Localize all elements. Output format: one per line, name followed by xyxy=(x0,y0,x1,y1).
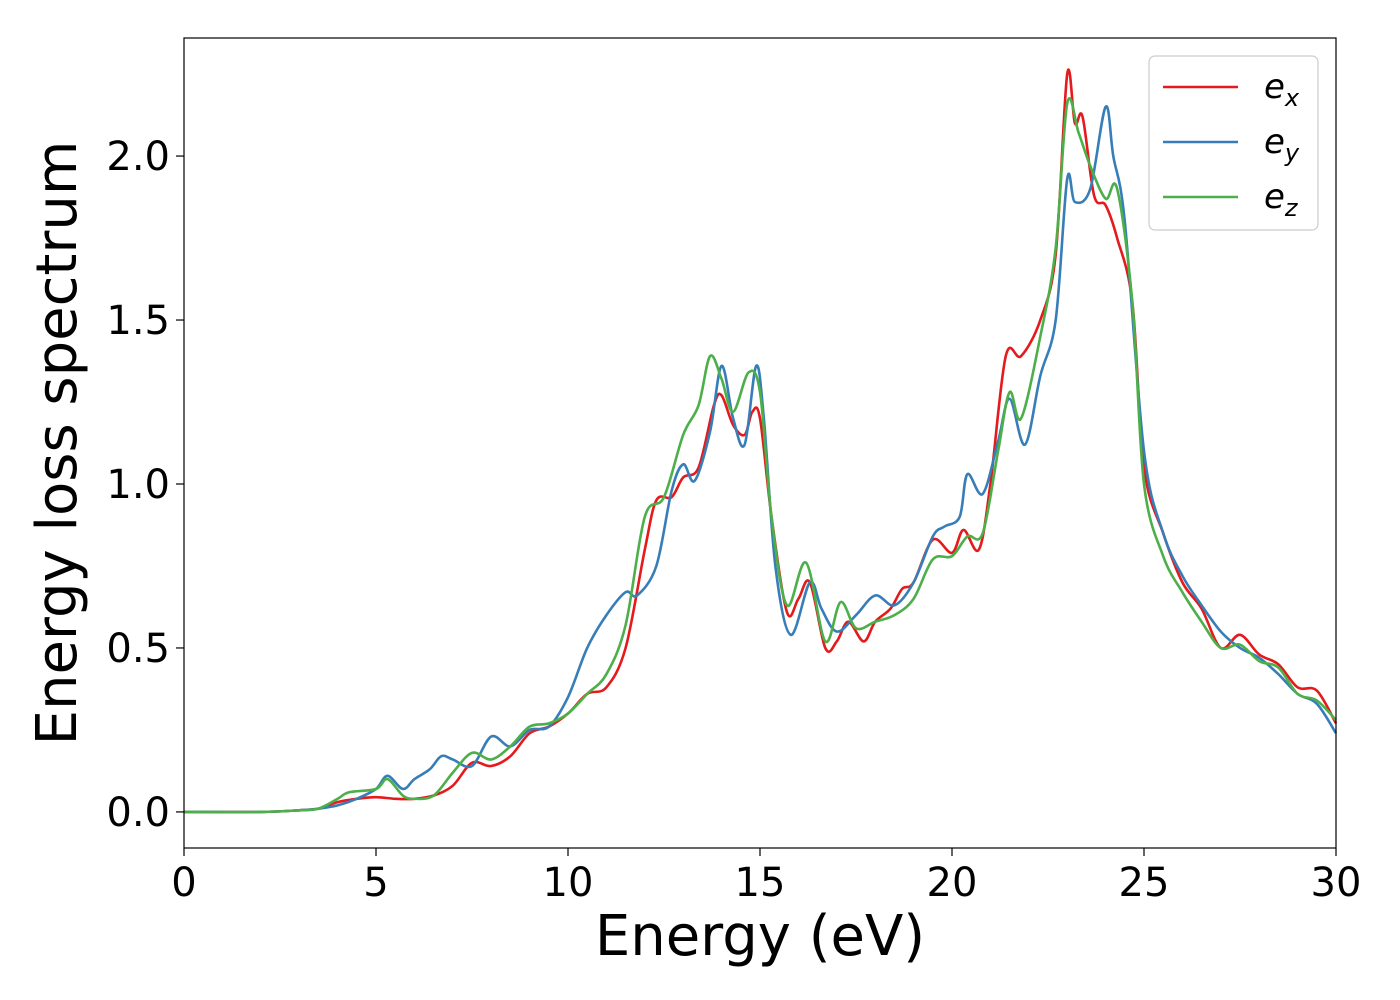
series-group xyxy=(183,68,1338,814)
y-tick-label: 2.0 xyxy=(106,134,170,180)
x-tick-label: 10 xyxy=(543,860,594,906)
x-axis-title: Energy (eV) xyxy=(595,904,925,969)
legend-label: ex xyxy=(1264,67,1300,112)
x-tick-label: 5 xyxy=(363,860,388,906)
legend-label: ey xyxy=(1264,122,1300,167)
legend: ex ey ez xyxy=(1148,55,1319,231)
y-tick-label: 1.5 xyxy=(106,298,170,344)
y-tick-label: 0.0 xyxy=(106,790,170,836)
x-axis: 0 5 10 15 20 25 30 xyxy=(171,848,1361,906)
legend-label: ez xyxy=(1264,177,1299,222)
x-tick-label: 25 xyxy=(1119,860,1170,906)
x-tick-label: 30 xyxy=(1311,860,1362,906)
x-tick-label: 15 xyxy=(735,860,786,906)
y-axis: 0.0 0.5 1.0 1.5 2.0 xyxy=(106,134,184,836)
y-axis-title: Energy loss spectrum xyxy=(25,141,90,746)
series-line-ez xyxy=(183,97,1337,814)
x-tick-label: 20 xyxy=(927,860,978,906)
y-tick-label: 1.0 xyxy=(106,462,170,508)
y-tick-label: 0.5 xyxy=(106,626,170,672)
x-tick-label: 0 xyxy=(171,860,196,906)
series-line-ex xyxy=(183,68,1338,814)
